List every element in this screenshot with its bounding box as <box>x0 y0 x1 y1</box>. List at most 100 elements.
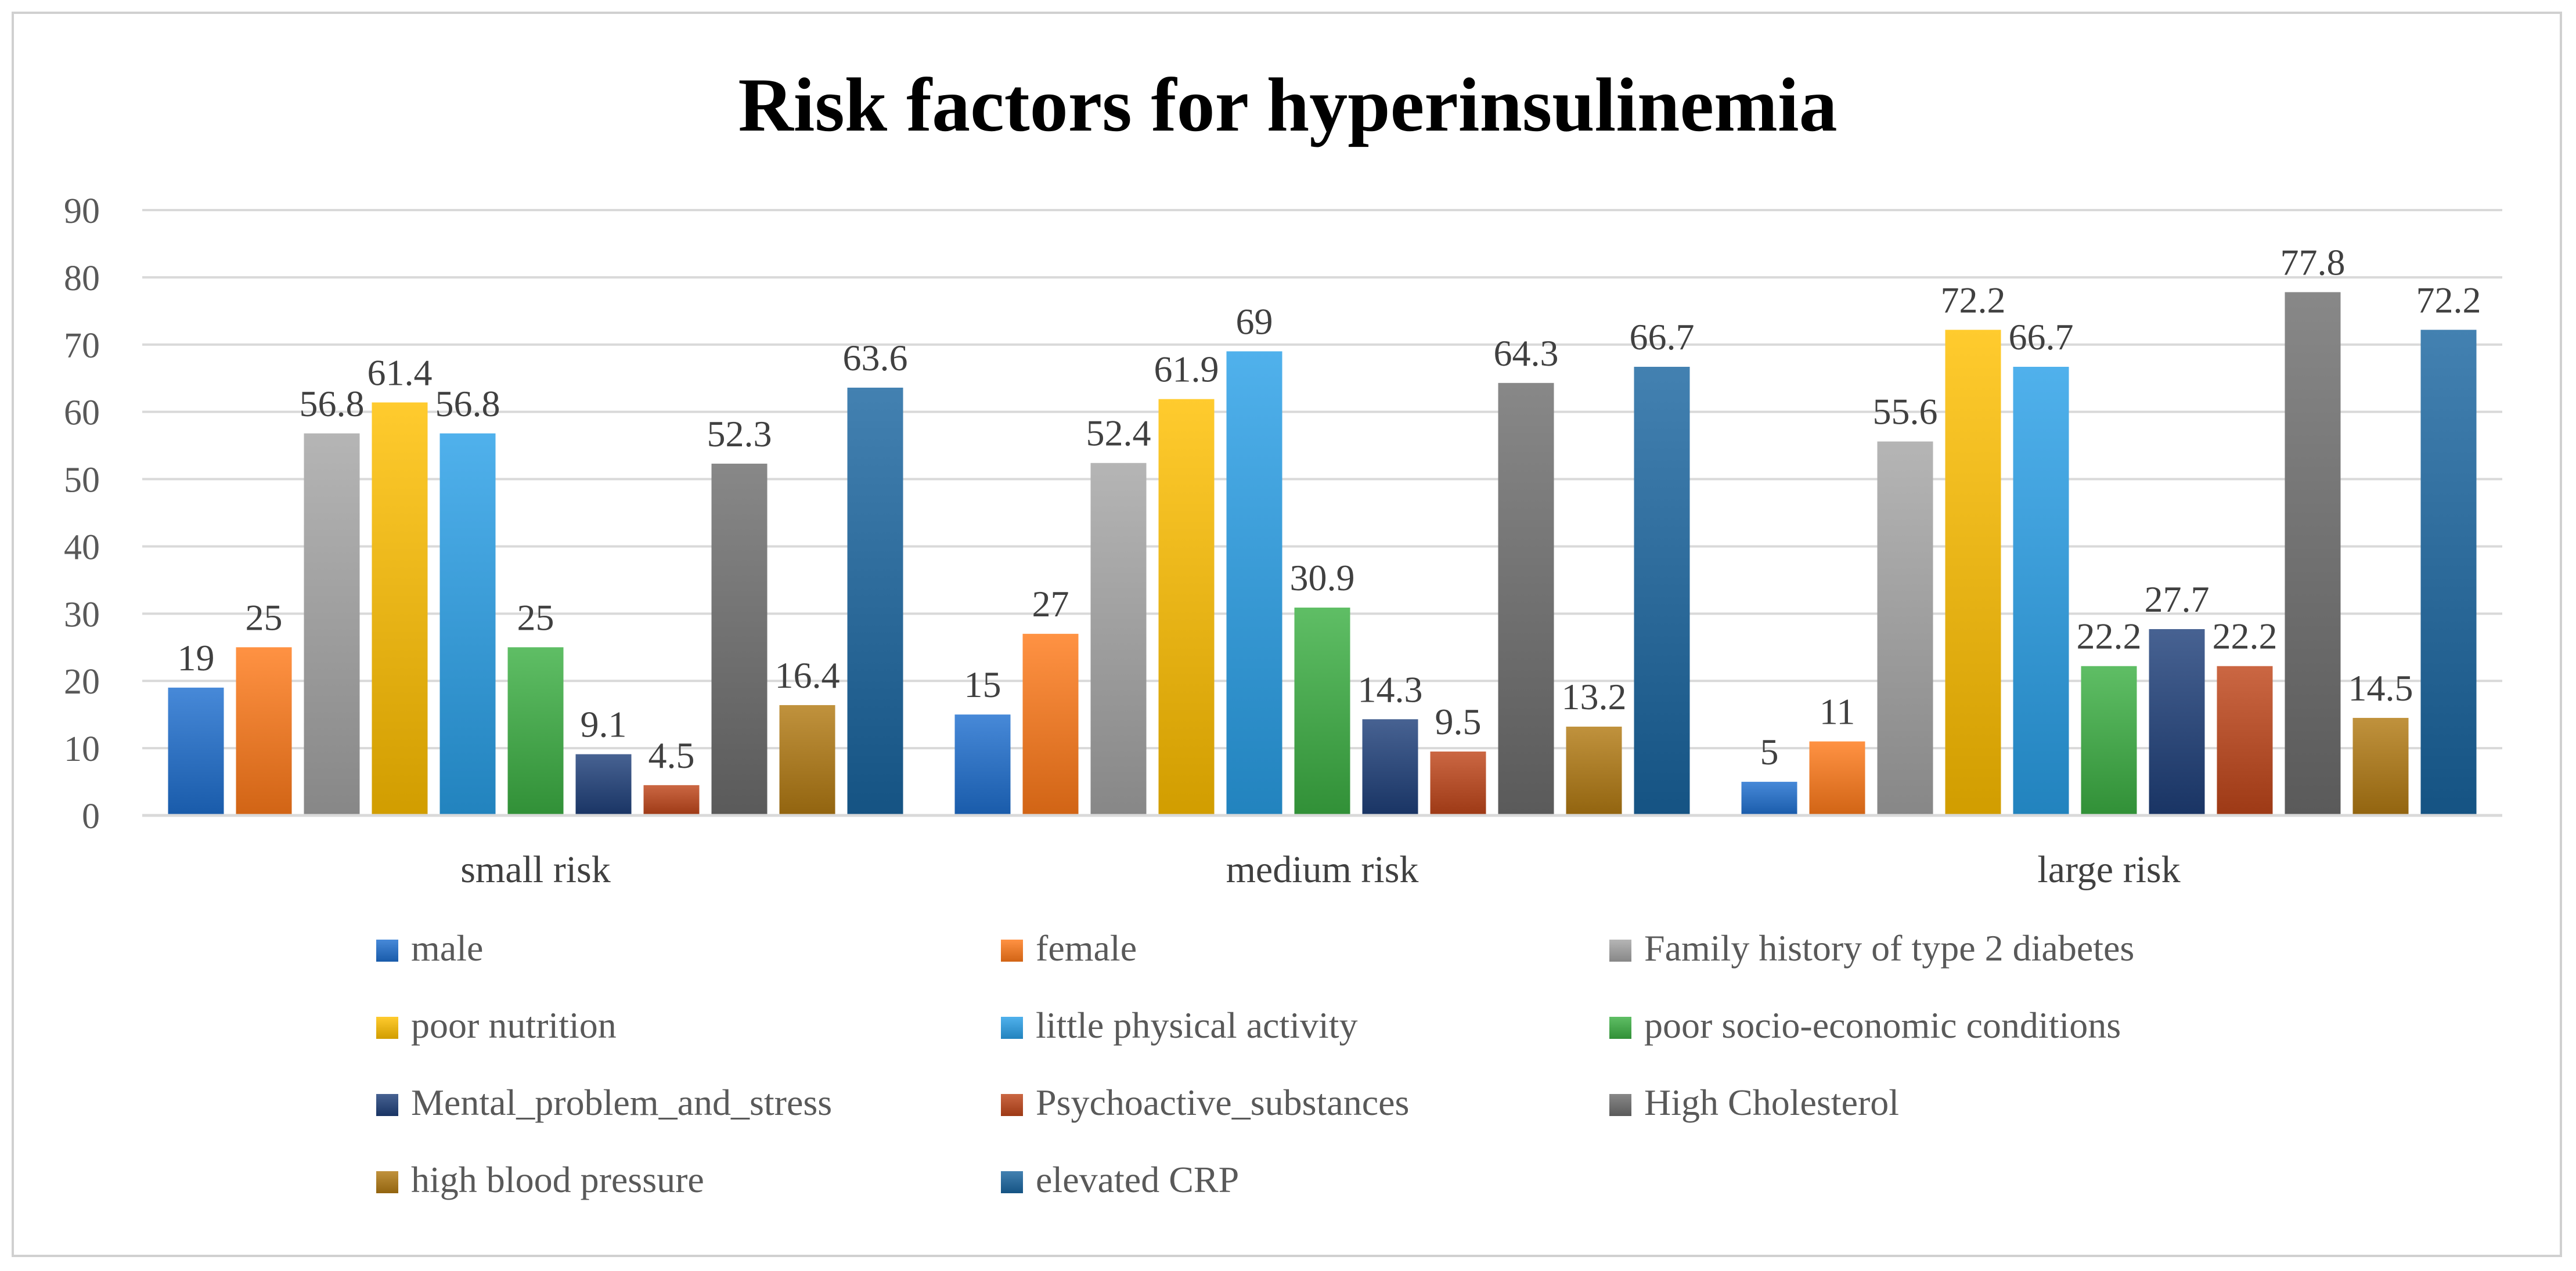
y-tick-label: 60 <box>64 393 100 433</box>
legend-swatch <box>376 1017 398 1039</box>
data-label: 52.3 <box>707 413 772 454</box>
y-tick-label: 90 <box>64 192 100 231</box>
legend-item: female <box>1001 927 1137 969</box>
y-tick-label: 10 <box>64 730 100 769</box>
data-label: 66.7 <box>2009 316 2074 358</box>
bar <box>2352 717 2409 815</box>
legend-item: male <box>376 927 483 969</box>
legend-label: Psychoactive_substances <box>1036 1082 1409 1123</box>
data-labels: 19 25 56.861.456.8 25 9.1 4.5 52.3 16.4 63.6 15 27… <box>178 241 2481 775</box>
legend-swatch <box>1609 940 1631 962</box>
legend-swatch <box>1001 1171 1023 1193</box>
bar <box>954 714 1011 815</box>
x-axis-categories: small risk medium risk large risk <box>460 848 2180 891</box>
x-category-label: large risk <box>2037 848 2180 891</box>
bar <box>847 387 903 815</box>
legend-label: poor nutrition <box>411 1005 617 1046</box>
bar <box>1498 382 1554 815</box>
data-label: 9.5 <box>1435 701 1482 742</box>
legend: male female Family history of type 2 diabe… <box>376 927 2134 1200</box>
legend-label: poor socio-economic conditions <box>1644 1005 2121 1046</box>
data-label: 64.3 <box>1494 333 1559 374</box>
data-label: 56.8 <box>300 383 365 424</box>
data-label: 19 <box>178 637 215 678</box>
bar <box>2081 666 2137 815</box>
legend-label: little physical activity <box>1036 1005 1358 1046</box>
legend-item: Family history of type 2 diabetes <box>1609 927 2134 969</box>
data-label: 77.8 <box>2280 241 2346 283</box>
data-label: 14.5 <box>2348 667 2413 709</box>
bar <box>1566 727 1622 815</box>
bar <box>236 647 292 815</box>
bar <box>1158 399 1215 815</box>
bar <box>1945 330 2001 815</box>
data-label: 11 <box>1820 691 1856 732</box>
data-label: 25 <box>517 597 554 638</box>
legend-label: Family history of type 2 diabetes <box>1644 927 2134 969</box>
y-tick-label: 30 <box>64 595 100 634</box>
legend-item: little physical activity <box>1001 1005 1358 1046</box>
bar <box>168 687 224 815</box>
y-tick-label: 70 <box>64 326 100 366</box>
data-label: 30.9 <box>1290 557 1355 598</box>
bar <box>1022 634 1079 815</box>
bar <box>372 402 428 815</box>
chart-frame <box>12 12 2562 1257</box>
legend-item: high blood pressure <box>376 1159 704 1200</box>
bar <box>507 647 564 815</box>
data-label: 22.2 <box>2077 616 2142 657</box>
bar <box>1741 782 1797 815</box>
bar <box>1294 607 1350 815</box>
data-label: 63.6 <box>843 337 908 378</box>
bar <box>2217 666 2273 815</box>
legend-swatch <box>376 1094 398 1116</box>
data-label: 25 <box>246 597 283 638</box>
bar <box>304 433 360 815</box>
legend-swatch <box>376 1171 398 1193</box>
x-category-label: small risk <box>460 848 611 891</box>
data-label: 56.8 <box>435 383 500 424</box>
y-axis-ticks: 0 10 20 30 40 50 60 70 80 90 <box>64 192 100 836</box>
data-label: 14.3 <box>1358 669 1423 710</box>
bar <box>2149 629 2205 815</box>
bar <box>2285 292 2341 816</box>
y-tick-label: 80 <box>64 259 100 298</box>
legend-item: poor socio-economic conditions <box>1609 1005 2121 1046</box>
bar <box>1809 741 1865 815</box>
data-label: 66.7 <box>1630 316 1695 358</box>
data-label: 55.6 <box>1873 391 1938 432</box>
legend-item: Psychoactive_substances <box>1001 1082 1409 1123</box>
legend-label: High Cholesterol <box>1644 1082 1899 1123</box>
data-label: 9.1 <box>581 704 627 745</box>
legend-swatch <box>1609 1017 1631 1039</box>
bar <box>2420 330 2477 815</box>
legend-label: male <box>411 927 483 969</box>
data-label: 13.2 <box>1562 676 1627 717</box>
legend-swatch <box>1001 940 1023 962</box>
bars <box>168 292 2477 816</box>
legend-swatch <box>1609 1094 1631 1116</box>
bar <box>439 433 496 815</box>
bar <box>711 463 768 815</box>
bar <box>1430 751 1486 815</box>
data-label: 52.4 <box>1086 413 1151 454</box>
bar <box>1634 367 1690 815</box>
legend-item: elevated CRP <box>1001 1159 1239 1200</box>
data-label: 69 <box>1236 301 1273 342</box>
data-label: 4.5 <box>648 735 695 776</box>
legend-swatch <box>376 940 398 962</box>
data-label: 72.2 <box>1941 279 2006 320</box>
bar <box>1090 463 1147 815</box>
y-tick-label: 40 <box>64 528 100 567</box>
legend-label: elevated CRP <box>1036 1159 1239 1200</box>
bar <box>779 705 835 815</box>
bar <box>1226 351 1282 815</box>
legend-swatch <box>1001 1094 1023 1116</box>
y-tick-label: 20 <box>64 662 100 702</box>
data-label: 15 <box>964 664 1001 705</box>
legend-label: high blood pressure <box>411 1159 704 1200</box>
data-label: 5 <box>1760 731 1779 772</box>
bar <box>643 785 700 815</box>
legend-item: Mental_problem_and_stress <box>376 1082 832 1123</box>
